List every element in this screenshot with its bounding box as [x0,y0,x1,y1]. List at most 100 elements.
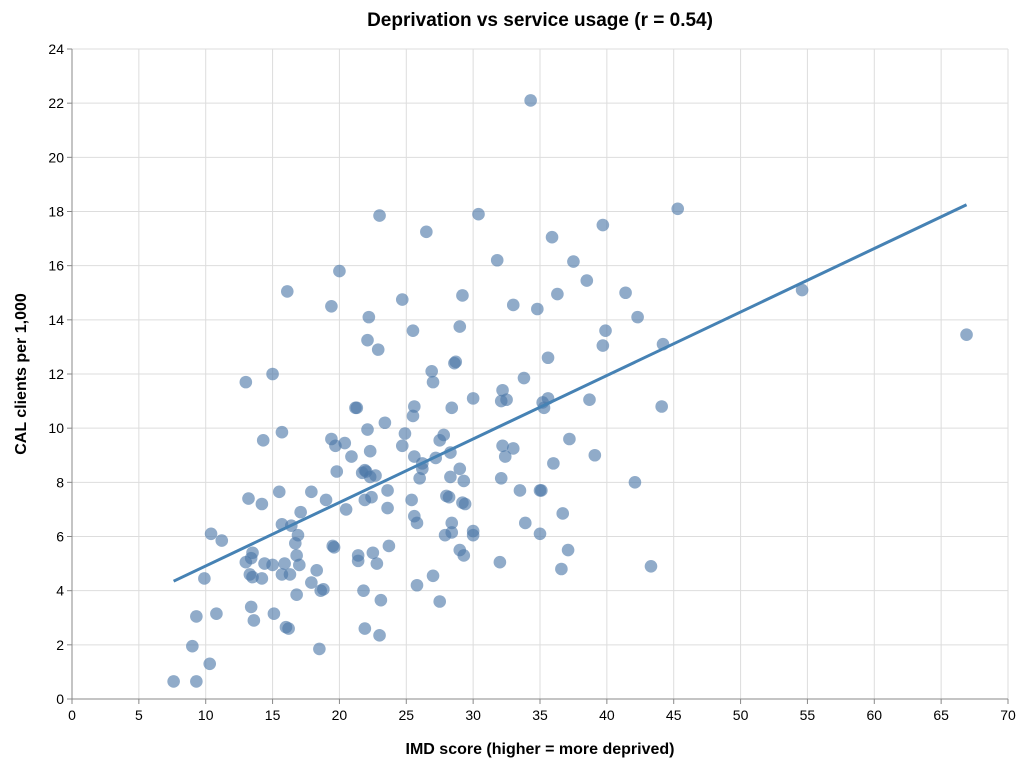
data-point [339,503,353,516]
data-point [167,675,180,688]
data-point [410,516,424,530]
data-point [371,343,385,356]
data-point [255,572,269,585]
data-point [282,622,295,635]
data-point [283,568,297,581]
data-point [319,493,333,507]
data-point [453,462,467,476]
data-point [490,253,504,267]
data-point [556,507,570,520]
data-point [381,501,394,515]
x-tick-label: 30 [465,707,481,723]
y-tick-label: 14 [48,312,64,328]
trendline-group [172,203,968,583]
data-point [198,572,211,585]
grid [71,48,1009,700]
data-point [317,583,330,596]
data-point [599,324,612,337]
data-point [242,492,255,505]
data-point [444,470,457,484]
data-point [203,657,217,671]
y-tick-label: 20 [48,149,64,165]
data-point [456,289,469,302]
data-point [442,490,456,504]
data-point [362,310,376,324]
data-point [596,339,610,352]
data-point [588,448,602,462]
data-point [513,484,527,497]
y-axis-title: CAL clients per 1,000 [13,293,30,455]
data-point [531,302,544,316]
x-tick-label: 55 [800,707,816,723]
data-point [561,543,575,557]
data-point [466,528,480,542]
data-points [167,94,973,688]
data-point [351,554,365,568]
data-point [445,401,459,415]
data-point [190,675,203,688]
data-point [215,534,229,547]
data-point [244,600,258,614]
y-tick-label: 2 [56,637,64,653]
data-point [204,527,218,541]
data-point [365,490,378,504]
x-tick-label: 35 [532,707,548,723]
data-point [445,516,459,530]
data-point [293,558,306,572]
data-point [671,202,685,216]
data-point [426,569,440,583]
y-tick-label: 6 [56,529,64,545]
data-point [494,471,508,485]
data-point [493,555,507,569]
data-point [545,230,559,244]
data-point [267,607,281,620]
data-point [294,505,307,519]
data-point [373,629,386,642]
data-point [350,401,364,415]
data-point [190,610,203,623]
data-point [498,450,512,463]
data-point [413,471,426,485]
data-point [266,558,279,572]
data-point [960,328,973,342]
data-point [496,383,509,397]
data-point [255,497,269,511]
data-point [535,484,548,497]
data-point [655,400,668,413]
data-point [583,393,596,407]
data-point [305,576,318,589]
data-point [381,484,394,497]
data-point [500,393,513,407]
data-point [378,416,392,430]
data-point [433,595,447,608]
data-point [361,333,374,347]
data-point [580,274,594,287]
data-point [256,434,270,447]
x-tick-label: 10 [198,707,214,723]
data-point [357,584,370,597]
data-point [210,607,223,620]
data-point [363,444,377,458]
data-point [631,310,644,324]
data-point [567,255,580,268]
data-point [506,298,520,312]
data-point [239,375,253,389]
data-point [453,320,467,333]
x-tick-label: 40 [599,707,615,723]
x-tick-label: 15 [265,707,281,723]
data-point [266,367,279,381]
trendline [172,203,968,583]
y-tick-label: 0 [56,691,64,707]
data-point [406,324,420,337]
y-tick-label: 24 [48,41,64,57]
y-tick-label: 8 [56,474,64,490]
data-point [361,423,374,436]
data-point [373,209,386,222]
data-point [395,293,409,306]
data-point [366,546,380,560]
data-point [472,207,485,221]
y-tick-label: 22 [48,95,64,111]
data-point [338,436,352,450]
data-point [291,528,305,542]
